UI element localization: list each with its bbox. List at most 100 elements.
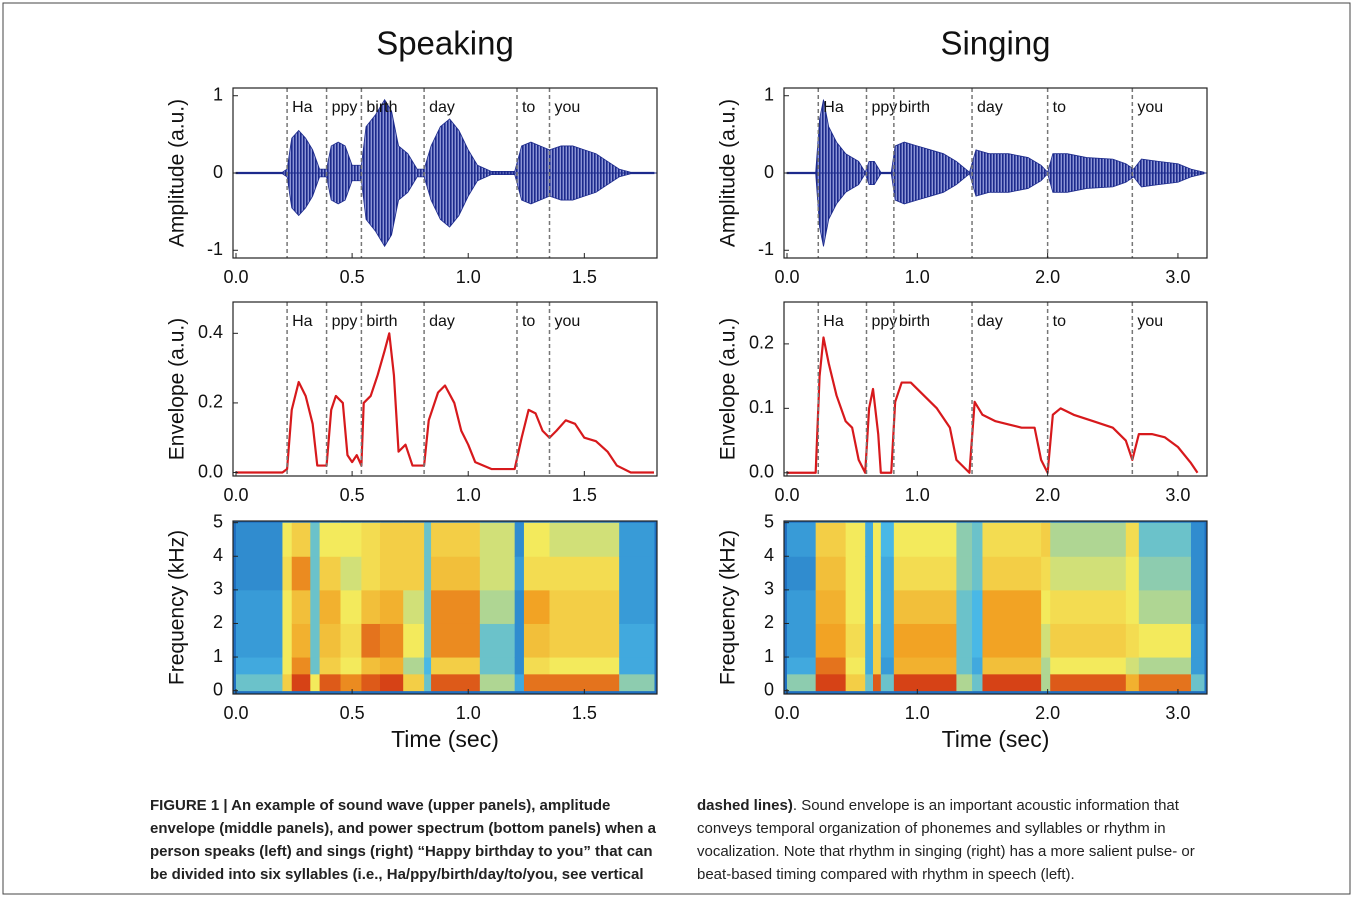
caption-line: envelope (middle panels), and power spec… [150, 820, 656, 837]
heat-cell [880, 522, 895, 557]
x-tick-label: 0.0 [774, 485, 799, 505]
x-tick-label: 3.0 [1165, 485, 1190, 505]
syllable-label: you [1137, 99, 1163, 116]
heat-cell [282, 522, 293, 557]
heat-cell [431, 657, 481, 675]
heat-cell [549, 657, 620, 675]
heat-cell [361, 623, 381, 658]
heat-cell [982, 623, 1042, 658]
x-axis-label: Time (sec) [391, 726, 499, 752]
heat-cell [236, 623, 283, 658]
y-tick-label: -1 [758, 239, 774, 259]
y-axis-label: Amplitude (a.u.) [717, 99, 740, 247]
heat-cell [873, 623, 882, 658]
syllable-label: day [429, 313, 455, 330]
y-tick-label: 0 [213, 162, 223, 182]
heat-cell [845, 522, 866, 557]
y-tick-label: 3 [764, 579, 774, 599]
heat-cell [310, 673, 321, 692]
heat-cell [815, 556, 847, 591]
y-tick-label: 3 [213, 579, 223, 599]
heat-cell [319, 522, 341, 557]
panel-title: Speaking [376, 25, 514, 62]
heat-cell [893, 556, 957, 591]
y-axis-label: Frequency (kHz) [717, 530, 740, 685]
heat-cell [1050, 673, 1127, 692]
heat-cell [982, 556, 1042, 591]
heat-cell [514, 657, 525, 675]
x-tick-label: 1.5 [572, 485, 597, 505]
y-tick-label: 1 [213, 646, 223, 666]
y-tick-label: 0.1 [749, 397, 774, 417]
x-tick-label: 1.0 [456, 485, 481, 505]
heat-cell [424, 556, 432, 591]
heat-cell [865, 556, 874, 591]
x-tick-label: 0.0 [774, 703, 799, 723]
heat-cell [845, 623, 866, 658]
heat-cell [379, 556, 404, 591]
y-axis-label: Amplitude (a.u.) [166, 99, 189, 247]
heat-cell [1125, 522, 1140, 557]
y-tick-label: 0.0 [198, 461, 223, 481]
y-tick-label: -1 [207, 239, 223, 259]
heat-cell [236, 657, 283, 675]
heat-cell [1041, 673, 1051, 692]
heat-cell [982, 673, 1042, 692]
y-tick-label: 4 [764, 545, 774, 565]
heat-cell [956, 589, 973, 624]
syllable-label: Ha [292, 313, 313, 330]
heat-cell [424, 623, 432, 658]
plot-frame [783, 520, 1208, 695]
y-tick-label: 5 [764, 511, 774, 531]
heat-cell [956, 657, 973, 675]
heat-cell [972, 623, 983, 658]
heat-cell [403, 623, 425, 658]
x-tick-label: 2.0 [1035, 485, 1060, 505]
heat-cell [619, 522, 655, 557]
y-tick-label: 5 [213, 511, 223, 531]
heat-cell [291, 589, 311, 624]
caption-line: FIGURE 1 | An example of sound wave (upp… [150, 797, 611, 814]
heat-cell [319, 673, 341, 692]
heat-cell [845, 673, 866, 692]
y-tick-label: 4 [213, 545, 223, 565]
x-tick-label: 1.0 [456, 703, 481, 723]
heat-cell [431, 623, 481, 658]
heat-cell [431, 673, 481, 692]
heat-cell [815, 623, 847, 658]
caption-right: dashed lines). Sound envelope is an impo… [697, 794, 1195, 886]
heat-cell [972, 673, 983, 692]
heat-cell [379, 623, 404, 658]
heat-cell [815, 657, 847, 675]
heat-cell [340, 623, 362, 658]
syllable-label: day [977, 99, 1003, 116]
heat-cell [1125, 657, 1140, 675]
heat-cell [893, 589, 957, 624]
x-tick-label: 2.0 [1035, 703, 1060, 723]
x-tick-label: 1.5 [572, 703, 597, 723]
heat-cell [893, 522, 957, 557]
heat-cell [1125, 623, 1140, 658]
heat-cell [1041, 556, 1051, 591]
heat-cell [479, 522, 516, 557]
heat-cell [619, 623, 655, 658]
heat-cell [1138, 623, 1192, 658]
heat-cell [880, 657, 895, 675]
y-tick-label: 0 [764, 679, 774, 699]
heat-cell [479, 589, 516, 624]
syllable-label: birth [899, 313, 930, 330]
caption-line: person speaks (left) and sings (right) “… [150, 843, 653, 860]
heat-cell [1190, 657, 1205, 675]
syllable-label: birth [366, 313, 397, 330]
heat-cell [549, 673, 620, 692]
syllable-label: birth [366, 99, 397, 116]
heat-cell [880, 673, 895, 692]
plot-frame [232, 301, 658, 477]
heat-cell [1050, 522, 1127, 557]
syllable-label: to [522, 313, 535, 330]
heat-cell [424, 589, 432, 624]
heat-cell [523, 657, 550, 675]
caption-text: . Sound envelope is an important acousti… [792, 797, 1179, 814]
y-axis-label: Envelope (a.u.) [717, 318, 740, 460]
